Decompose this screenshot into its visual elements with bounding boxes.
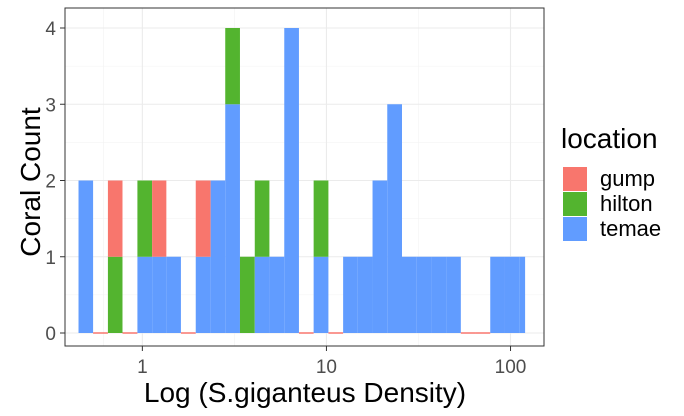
bar-temae [78, 180, 94, 333]
legend-label-gump: gump [600, 166, 655, 191]
bar-gump [152, 180, 167, 257]
bar-temae [254, 256, 270, 333]
x-tick-label: 10 [316, 357, 337, 378]
bar-hilton [254, 180, 270, 257]
legend-key-hilton [563, 192, 587, 216]
bar-hilton [137, 180, 153, 257]
bar-temae [431, 256, 447, 333]
bar-temae [372, 180, 388, 333]
y-tick-label: 2 [45, 172, 56, 193]
y-axis-title: Coral Count [15, 107, 46, 257]
y-tick-label: 4 [45, 19, 56, 40]
bar-temae [210, 180, 226, 333]
legend-key-temae [563, 217, 587, 241]
bar-temae [416, 256, 432, 333]
bar-gump [107, 180, 123, 257]
legend-label-temae: temae [600, 216, 661, 241]
bar-temae [387, 104, 402, 333]
plot-panel-background [65, 8, 544, 346]
axis-ticks: 0 1 2 3 4 1 10 100 [45, 19, 526, 378]
grid-lines [65, 8, 544, 346]
legend-label-hilton: hilton [600, 191, 653, 216]
bar-temae [269, 256, 285, 333]
bar-temae [284, 28, 299, 333]
bar-hilton [225, 28, 240, 105]
bar-hilton [239, 256, 255, 333]
x-tick-label: 1 [137, 357, 148, 378]
bar-hilton [107, 256, 123, 333]
histogram-bars [78, 28, 526, 334]
bar-gump [195, 180, 211, 257]
bar-temae [343, 256, 358, 333]
x-axis-title: Log (S.giganteus Density) [144, 377, 466, 408]
bar-temae [225, 104, 240, 333]
bar-temae [313, 256, 329, 333]
bar-temae [166, 256, 181, 333]
bar-temae [401, 256, 417, 333]
bar-temae [504, 256, 520, 333]
bar-temae [195, 256, 211, 333]
bar-temae [519, 256, 526, 333]
legend-title: location [561, 123, 658, 154]
y-tick-label: 3 [45, 95, 56, 116]
bar-temae [490, 256, 505, 333]
y-tick-label: 1 [45, 248, 56, 269]
bar-temae [446, 256, 461, 333]
x-tick-label: 100 [495, 357, 527, 378]
bar-temae [152, 256, 167, 333]
plot-panel-border [64, 7, 545, 347]
y-tick-label: 0 [45, 324, 56, 345]
legend-key-gump [563, 167, 587, 191]
bar-hilton [313, 180, 329, 257]
bar-temae [137, 256, 153, 333]
bar-temae [357, 256, 373, 333]
